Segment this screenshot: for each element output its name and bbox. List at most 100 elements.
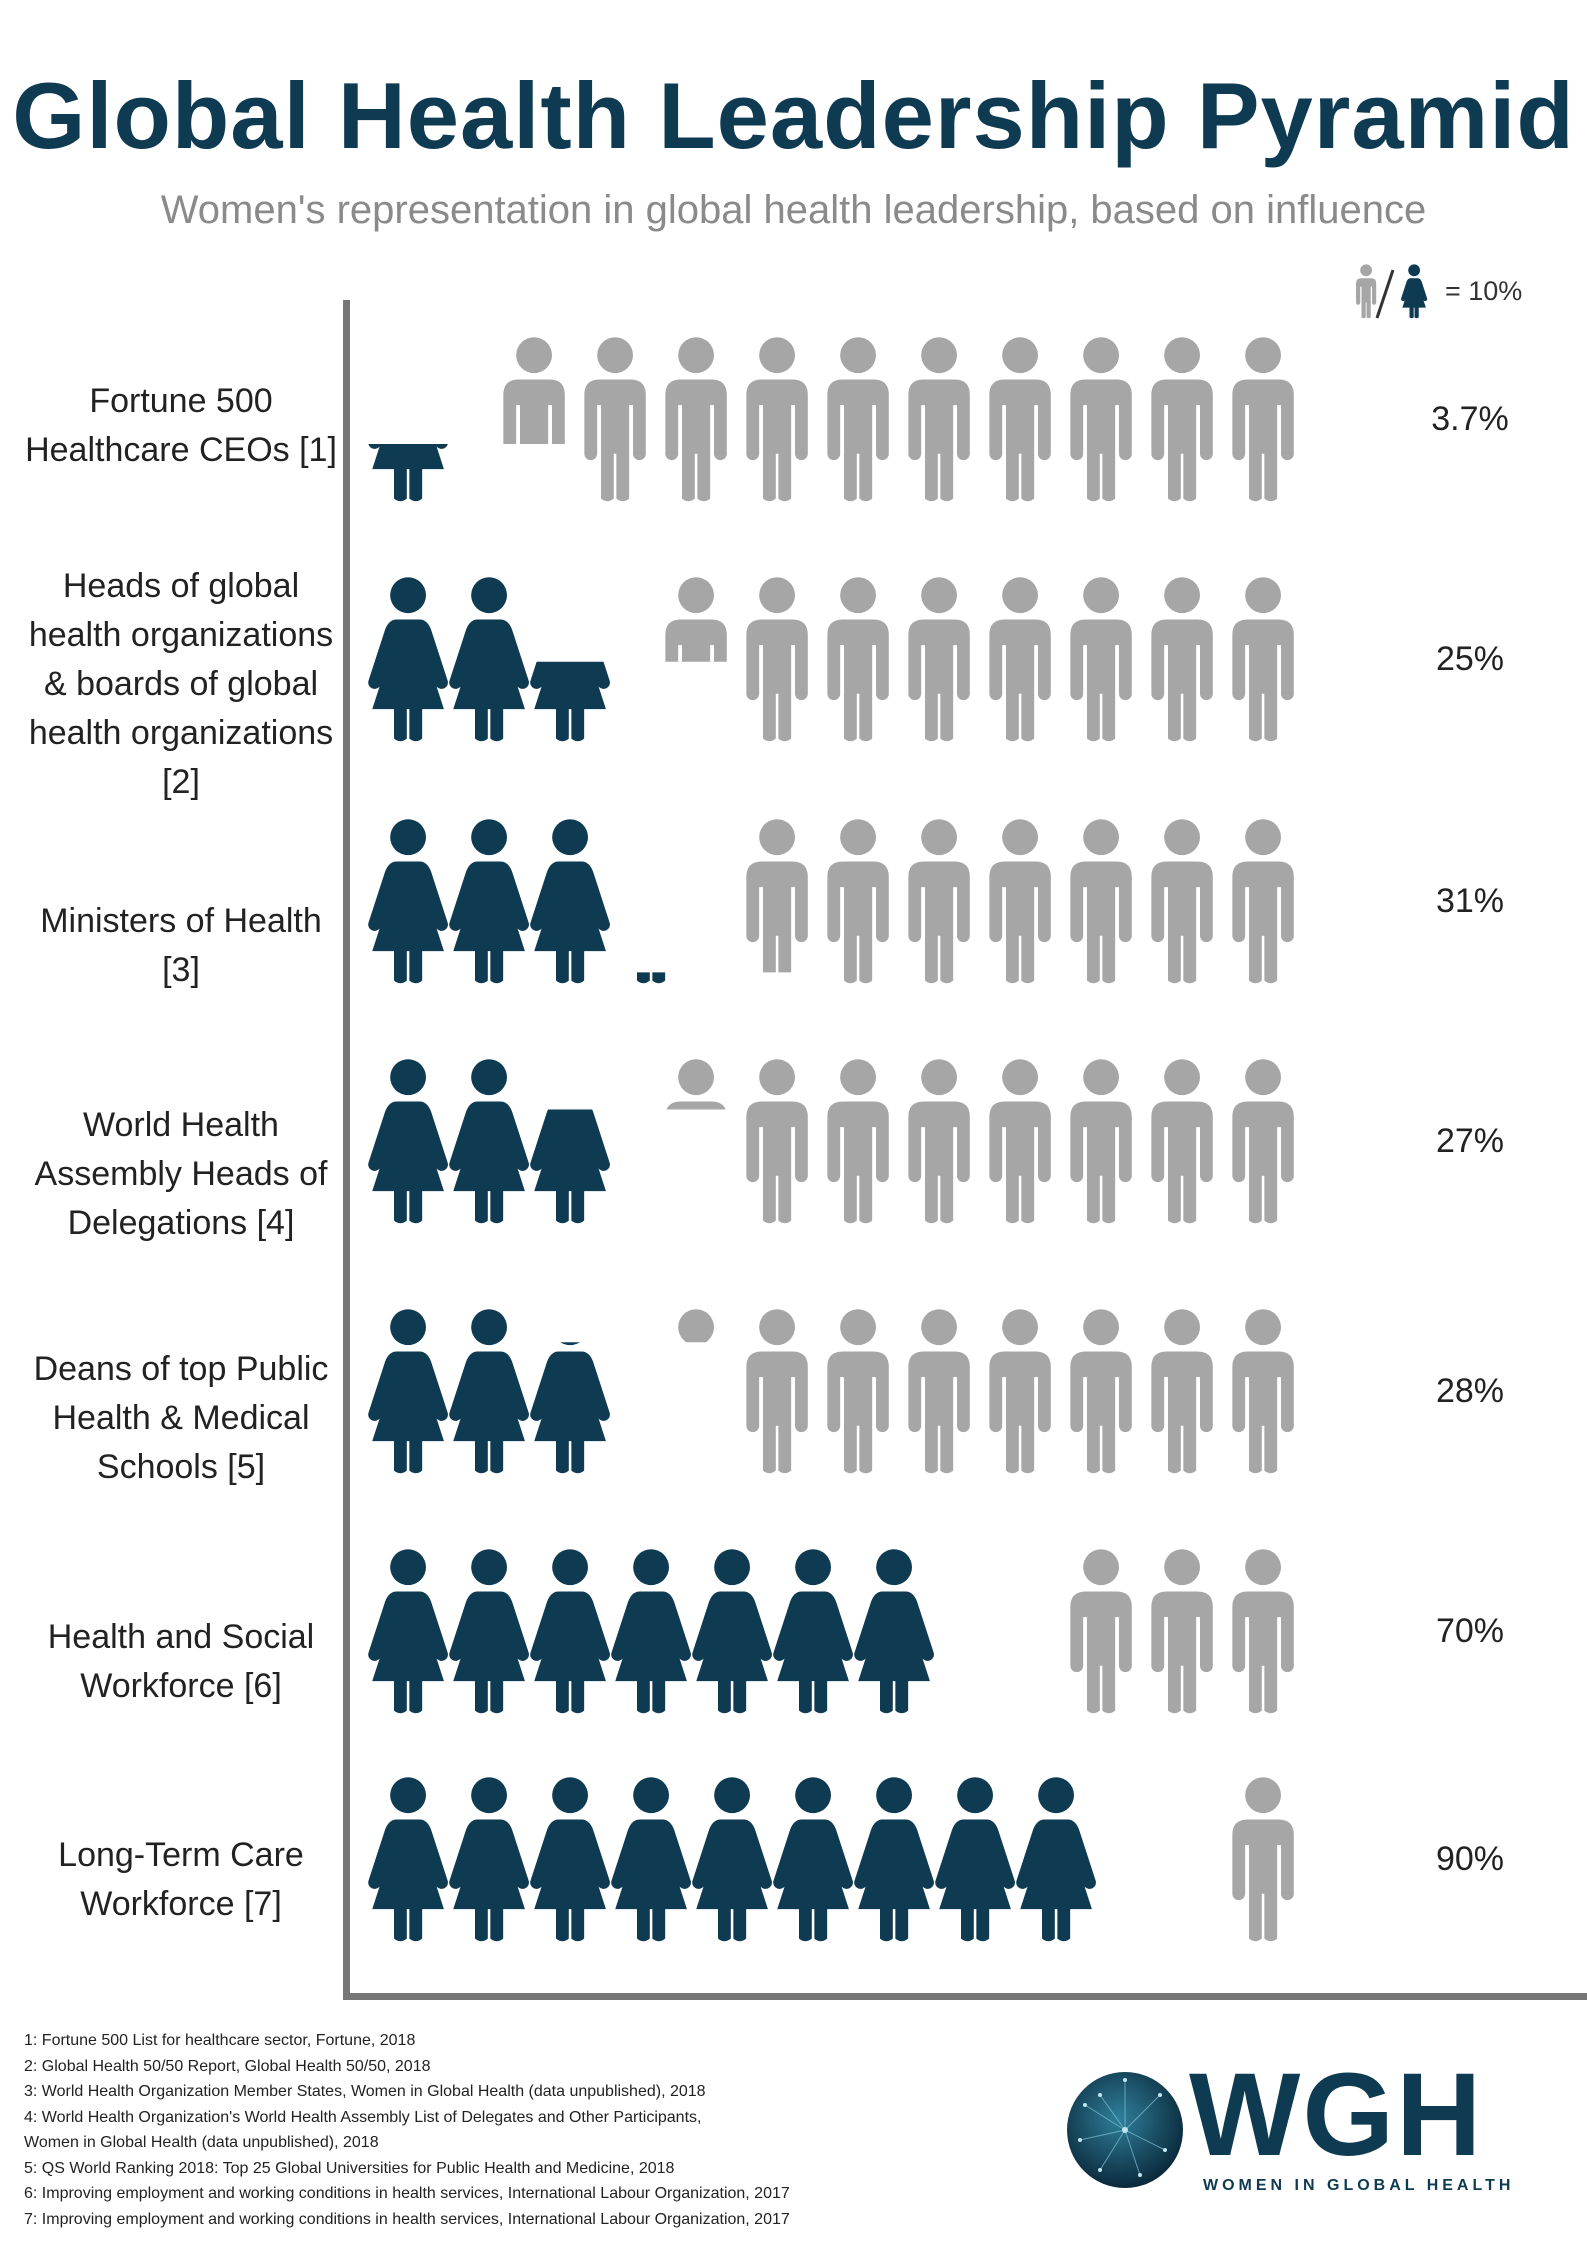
- male-icon: [989, 577, 1051, 742]
- footnote: 3: World Health Organization Member Stat…: [24, 2083, 706, 2100]
- footnote: 1: Fortune 500 List for healthcare secto…: [24, 2032, 416, 2049]
- male-icon: [746, 1059, 808, 1224]
- row-label-line: World Health: [83, 1105, 279, 1144]
- male-icon: [989, 819, 1051, 984]
- male-icon: [1070, 1549, 1132, 1714]
- row-label-line: [2]: [162, 762, 200, 801]
- row-label-line: Long-Term Care: [58, 1836, 304, 1874]
- row-label: Fortune 500 Healthcare CEOs [1]: [12, 377, 350, 475]
- row-label-line: Workforce [7]: [80, 1885, 282, 1923]
- female-icon: [773, 1777, 853, 1942]
- female-icon: [449, 1059, 529, 1224]
- female-icon-partial: [530, 661, 610, 742]
- male-icon-partial: [678, 1309, 714, 1343]
- male-icon: [1151, 1549, 1213, 1714]
- logo-subtext: WOMEN IN GLOBAL HEALTH: [1203, 2177, 1515, 2194]
- female-icon: [368, 1777, 448, 1942]
- male-icon: [827, 1059, 889, 1224]
- female-icon: [368, 819, 448, 984]
- female-icon: [854, 1549, 934, 1714]
- male-icon: [908, 1309, 970, 1474]
- female-icon-partial: [368, 444, 448, 502]
- male-icon: [746, 337, 808, 502]
- male-icon: [1232, 1549, 1294, 1714]
- male-icon: [827, 577, 889, 742]
- male-icon: [989, 1059, 1051, 1224]
- female-icon: [530, 1777, 610, 1942]
- male-icon: [908, 577, 970, 742]
- male-icon: [1232, 577, 1294, 742]
- female-icon-partial: [530, 1109, 610, 1224]
- legend-female-icon: [1401, 264, 1428, 319]
- female-icon: [449, 1549, 529, 1714]
- row-label-line: health organizations: [28, 713, 334, 752]
- footnotes: 1: Fortune 500 List for healthcare secto…: [24, 2028, 790, 2232]
- legend-icons: [1356, 264, 1428, 319]
- female-icon: [530, 819, 610, 984]
- row-percentage: 3.7%: [1431, 399, 1509, 438]
- male-icon: [665, 337, 727, 502]
- male-icon-partial: [665, 577, 727, 662]
- female-icon-partial: [636, 972, 666, 984]
- row-label: Deans of top Public Health & Medical Schoo…: [12, 1345, 350, 1492]
- male-icon: [1070, 337, 1132, 502]
- male-icon-partial: [503, 337, 565, 445]
- x-axis-line: [343, 1993, 1587, 2000]
- row-label-line: Schools [5]: [96, 1447, 266, 1486]
- male-icon: [1232, 1059, 1294, 1224]
- male-icon: [1232, 819, 1294, 984]
- legend: = 10%: [1345, 262, 1565, 322]
- male-icon: [1151, 1059, 1213, 1224]
- footnote: 5: QS World Ranking 2018: Top 25 Global …: [24, 2159, 675, 2177]
- female-icon: [449, 819, 529, 984]
- page-subtitle: Women's representation in global health …: [160, 188, 1427, 232]
- row-label-line: Healthcare CEOs [1]: [25, 431, 337, 469]
- wgh-logo: WGH WOMEN IN GLOBAL HEALTH: [1065, 2049, 1535, 2230]
- row-label-line: Workforce [6]: [80, 1667, 282, 1705]
- page-title: Global Health Leadership Pyramid: [12, 63, 1575, 168]
- row-percentage: 31%: [1435, 881, 1505, 920]
- male-icon: [1070, 819, 1132, 984]
- female-icon: [449, 577, 529, 742]
- row-label: Ministers of Health [3]: [12, 897, 350, 995]
- row-label-line: Deans of top Public: [33, 1349, 329, 1388]
- row-label-line: Heads of global: [62, 566, 300, 605]
- footnote: 6: Improving employment and working cond…: [24, 2185, 790, 2202]
- female-icon: [935, 1777, 1015, 1942]
- male-icon: [1070, 577, 1132, 742]
- female-icon: [368, 1549, 448, 1714]
- male-icon: [1070, 1059, 1132, 1224]
- female-icon: [530, 1549, 610, 1714]
- male-icon: [827, 1309, 889, 1474]
- row-label-line: Fortune 500: [89, 382, 273, 420]
- row-label-line: Ministers of Health: [40, 902, 322, 940]
- row-percentage: 28%: [1435, 1371, 1505, 1410]
- male-icon: [827, 337, 889, 502]
- logo-text: WGH: [1189, 2049, 1484, 2181]
- female-icon: [773, 1549, 853, 1714]
- row-label-line: Delegations [4]: [67, 1203, 295, 1242]
- male-icon: [989, 1309, 1051, 1474]
- male-icon: [1151, 819, 1213, 984]
- female-icon: [368, 577, 448, 742]
- male-icon: [908, 1059, 970, 1224]
- male-icon: [746, 577, 808, 742]
- male-icon: [908, 819, 970, 984]
- male-icon: [1070, 1309, 1132, 1474]
- male-icon: [989, 337, 1051, 502]
- row-label-line: & boards of global: [43, 664, 319, 703]
- female-icon: [449, 1777, 529, 1942]
- footnote: Women in Global Health (data unpublished…: [24, 2134, 379, 2151]
- male-icon: [1232, 1777, 1294, 1942]
- male-icon: [1151, 1309, 1213, 1474]
- row-percentage: 90%: [1435, 1839, 1505, 1878]
- male-icon: [908, 337, 970, 502]
- male-icon: [1232, 337, 1294, 502]
- female-icon: [692, 1549, 772, 1714]
- row-label: World Health Assembly Heads of Delegations…: [12, 1101, 350, 1248]
- y-axis-line: [343, 300, 350, 2000]
- footnote: 2: Global Health 50/50 Report, Global He…: [24, 2057, 431, 2075]
- row-percentage: 25%: [1435, 639, 1505, 678]
- male-icon: [1151, 577, 1213, 742]
- footnote: 7: Improving employment and working cond…: [24, 2210, 790, 2228]
